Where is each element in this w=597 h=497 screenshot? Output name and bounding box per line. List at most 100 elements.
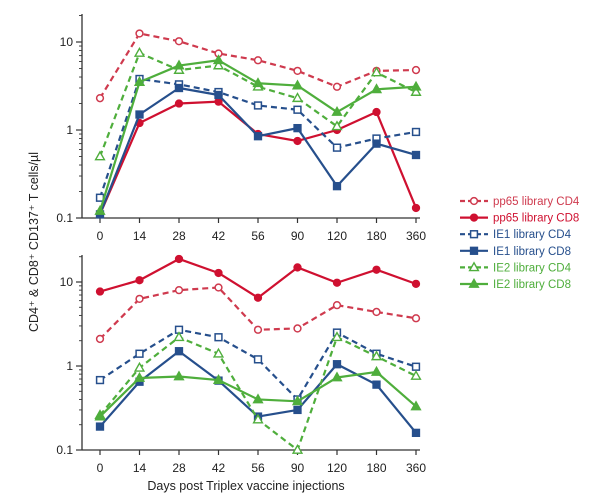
data-point [133, 76, 146, 87]
data-point [212, 54, 225, 65]
x-tick-label: 360 [406, 229, 426, 243]
data-point [133, 361, 146, 372]
data-point [411, 428, 421, 438]
data-point [293, 136, 302, 146]
data-point [332, 182, 342, 191]
data-point [135, 294, 144, 304]
data-point [411, 203, 421, 213]
data-point [370, 365, 383, 376]
data-point [291, 79, 304, 90]
series-line [98, 51, 417, 157]
x-tick-label: 90 [291, 461, 305, 475]
data-point [410, 369, 422, 380]
x-tick-label: 180 [366, 461, 386, 475]
legend-label: IE1 library CD8 [493, 246, 571, 258]
legend-item: IE1 library CD4 [460, 229, 572, 241]
series-line [99, 328, 417, 401]
data-point [174, 37, 184, 46]
data-point [332, 278, 342, 287]
x-tick-label: 56 [251, 229, 265, 243]
data-point [95, 422, 105, 431]
data-point [214, 268, 223, 278]
data-point [291, 92, 304, 103]
series-line [99, 257, 417, 299]
data-point [214, 283, 223, 292]
data-point [370, 66, 383, 77]
x-tick-label: 42 [212, 461, 226, 475]
data-point [332, 143, 342, 152]
data-point [173, 331, 185, 342]
series-pp65-library-cd8 [95, 254, 421, 302]
data-point [411, 362, 421, 371]
x-tick-label: 28 [172, 229, 186, 243]
data-point [411, 127, 421, 137]
data-point [331, 331, 343, 342]
data-point [293, 324, 302, 333]
legend-label: pp65 library CD4 [493, 196, 580, 208]
data-point [212, 374, 225, 384]
legend-marker [469, 196, 479, 206]
x-tick-label: 180 [366, 229, 386, 243]
x-tick-label: 0 [97, 229, 104, 243]
chart-panel-1: 10 1 0.1 0 14 28 42 56 90 120 180 360 [56, 14, 426, 243]
data-point [135, 349, 144, 358]
data-point [411, 65, 421, 75]
data-point [214, 90, 223, 100]
data-point [174, 285, 184, 295]
data-point [291, 443, 304, 454]
data-point [293, 263, 302, 272]
legend-label: IE2 library CD4 [493, 262, 572, 274]
series-line [98, 100, 418, 215]
data-point [135, 276, 144, 285]
legend-marker [469, 213, 479, 222]
data-point [372, 380, 381, 389]
data-point [214, 97, 223, 106]
x-axis-label: Days post Triplex vaccine injections [147, 479, 344, 493]
data-point [94, 205, 106, 215]
data-point [293, 66, 302, 76]
data-point [410, 86, 422, 96]
legend-marker [468, 261, 480, 272]
data-point [253, 293, 263, 302]
x-tick-label: 14 [133, 229, 147, 243]
data-point [94, 410, 106, 421]
data-point [174, 347, 184, 356]
data-point [332, 301, 342, 310]
data-point [411, 150, 421, 160]
data-point [372, 139, 381, 148]
data-point [133, 46, 146, 57]
data-point [410, 400, 422, 411]
y-tick-label: 0.1 [56, 443, 73, 457]
data-point [332, 360, 342, 369]
data-point [174, 83, 184, 93]
data-point [293, 105, 302, 114]
data-point [293, 123, 302, 133]
x-tick-label: 42 [212, 229, 226, 243]
data-point [253, 325, 263, 334]
legend-label: pp65 library CD8 [493, 213, 579, 225]
y-tick-label: 10 [60, 35, 74, 49]
data-point [252, 413, 264, 424]
data-point [331, 106, 343, 116]
data-point [95, 334, 105, 344]
y-tick-label: 1 [66, 359, 73, 373]
legend-marker [469, 246, 479, 255]
legend-item: IE2 library CD8 [460, 277, 571, 291]
data-point [372, 265, 381, 274]
series-pp65-library-cd4 [95, 283, 421, 344]
data-point [370, 350, 383, 361]
series-ie2-library-cd4 [94, 331, 422, 454]
legend-marker [468, 277, 480, 288]
data-point [174, 254, 184, 264]
data-point [372, 107, 381, 117]
chart-panel-2: 10 1 0.1 0 14 28 42 56 90 120 180 360 [56, 254, 426, 475]
legend-item: pp65 library CD4 [460, 196, 580, 208]
data-point [253, 101, 263, 110]
data-point [332, 82, 342, 91]
data-point [293, 405, 302, 415]
x-tick-label: 14 [133, 461, 147, 475]
data-point [372, 307, 381, 317]
data-point [291, 395, 304, 406]
data-point [212, 347, 225, 358]
series-ie1-library-cd4 [95, 325, 421, 404]
